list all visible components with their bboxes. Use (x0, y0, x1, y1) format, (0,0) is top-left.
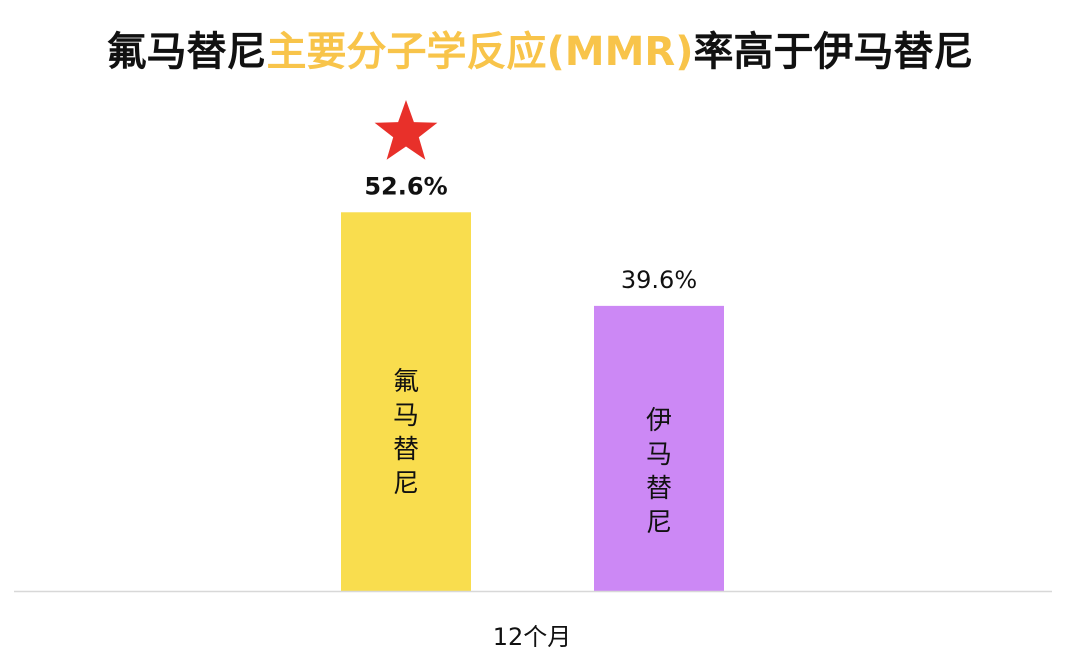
bar-label-1: 氟马替尼 (393, 367, 419, 499)
x-tick-label-1: 12个月 (493, 623, 572, 651)
data-label-1: 52.6% (364, 172, 447, 200)
star-icon (374, 100, 438, 160)
bar-2 (594, 305, 724, 591)
title-part-rest: 率高于伊马替尼 (693, 29, 974, 75)
bar-1 (341, 212, 471, 591)
title-part-drug: 氟马替尼 (106, 29, 267, 75)
title-part-highlight: 主要分子学反应(MMR) (266, 29, 694, 75)
data-label-2: 39.6% (621, 266, 697, 294)
chart-title: 氟马替尼主要分子学反应(MMR)率高于伊马替尼 (0, 22, 1080, 82)
bar-label-2: 伊马替尼 (646, 406, 672, 538)
